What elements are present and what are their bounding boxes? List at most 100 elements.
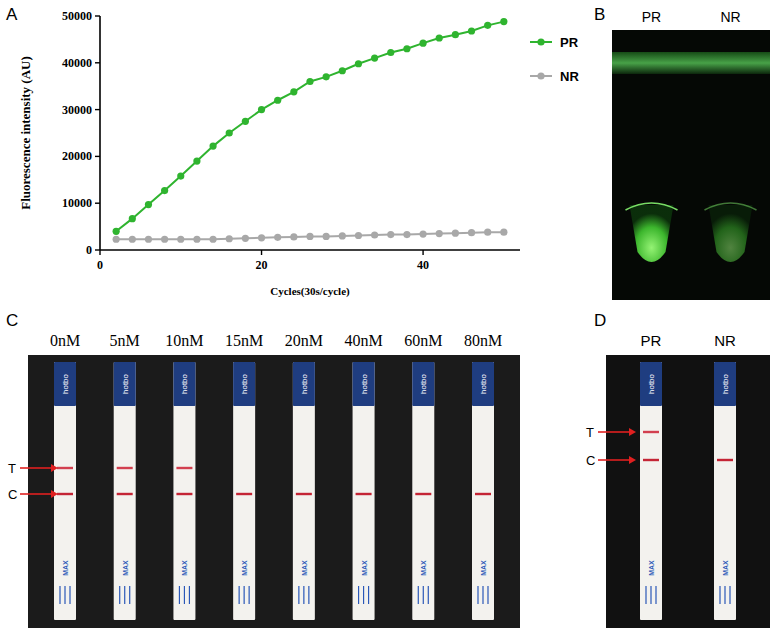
strip-max: MAX: [301, 560, 308, 576]
y-tick: [95, 15, 100, 16]
strip-arrow: [482, 586, 483, 604]
strip-arrow: [363, 586, 364, 604]
strip-cap: [472, 362, 494, 406]
strip-cap: [173, 362, 195, 406]
y-axis-title: Fluorescence intensity (AU): [18, 56, 33, 210]
series-marker: [242, 235, 249, 242]
series-marker: [452, 31, 459, 38]
x-tick: [422, 250, 423, 255]
strip-cap: [114, 362, 136, 406]
strip-body: [54, 362, 76, 620]
series-marker: [161, 187, 168, 194]
strip-arrow: [719, 586, 720, 604]
series-marker: [258, 234, 265, 241]
panel-letter: C: [6, 311, 18, 330]
series-marker: [193, 157, 200, 164]
strip-cap: [54, 362, 76, 406]
x-tick-label: 0: [97, 258, 103, 272]
c-line: [643, 459, 659, 461]
panel-a: 0100002000030000400005000002040Cycles(30…: [18, 9, 579, 298]
t-label: T: [586, 425, 594, 440]
t-label: T: [8, 461, 16, 476]
strip-brand: hotbo: [479, 373, 488, 394]
series-marker: [113, 236, 120, 243]
series-marker: [177, 236, 184, 243]
strip-body: [640, 362, 662, 620]
t-line: [117, 467, 133, 469]
pointer-arrowhead: [51, 490, 58, 498]
series-marker: [226, 129, 233, 136]
strip-arrow: [423, 586, 424, 604]
strip-brand: hotbo: [240, 373, 249, 394]
strip-body: [714, 362, 736, 620]
strip-label: 5nM: [110, 332, 140, 349]
panel-b: PRNR: [612, 9, 770, 300]
strip-label: 80nM: [464, 332, 502, 349]
y-axis: [99, 16, 101, 250]
series-marker: [209, 143, 216, 150]
strip-arrow: [650, 586, 651, 604]
strip-arrow: [184, 586, 185, 604]
strip-brand: hotbo: [721, 373, 730, 394]
panel-letter: B: [594, 5, 605, 24]
y-tick-label: 10000: [62, 196, 92, 210]
strip-max: MAX: [181, 560, 188, 576]
c-line: [475, 493, 491, 495]
series-marker: [290, 88, 297, 95]
series-marker: [436, 34, 443, 41]
tube-rim: [705, 203, 757, 210]
series-marker: [323, 73, 330, 80]
strip-brand: hotbo: [180, 373, 189, 394]
strip-label: 60nM: [404, 332, 442, 349]
series-marker: [355, 60, 362, 67]
series-line: [116, 22, 504, 232]
strip-label: 15nM: [225, 332, 263, 349]
strip-label: 20nM: [285, 332, 323, 349]
x-tick-label: 20: [256, 258, 268, 272]
strip-body: [472, 362, 494, 620]
c-label: C: [8, 487, 17, 502]
series-marker: [242, 118, 249, 125]
strip-brand: hotbo: [300, 373, 309, 394]
series-marker: [113, 228, 120, 235]
pointer-arrowhead: [629, 428, 636, 436]
tube-rack-glow: [612, 52, 770, 74]
series-marker: [177, 172, 184, 179]
series-marker: [500, 229, 507, 236]
tube-rim: [626, 203, 678, 210]
series-marker: [436, 230, 443, 237]
y-tick: [95, 156, 100, 157]
series-marker: [209, 236, 216, 243]
pointer-arrowhead: [629, 456, 636, 464]
t-line: [57, 467, 73, 469]
y-tick-label: 20000: [62, 149, 92, 163]
strip-brand: hotbo: [360, 373, 369, 394]
strip-arrow: [645, 586, 646, 604]
strip-body: [412, 362, 434, 620]
strip-body: [353, 362, 375, 620]
x-tick: [99, 250, 100, 255]
x-axis-title: Cycles(30s/cycle): [270, 285, 350, 298]
series-marker: [339, 232, 346, 239]
strip-arrow: [119, 586, 120, 604]
photo-background: [606, 355, 770, 628]
figure: ABCD0100002000030000400005000002040Cycle…: [0, 0, 777, 634]
panel-d: PRhotboMAXNRhotboMAXTC: [586, 332, 770, 628]
strip-arrow: [244, 586, 245, 604]
panel-letter: D: [594, 311, 606, 330]
strip-body: [173, 362, 195, 620]
series-marker: [387, 231, 394, 238]
strip-arrow: [239, 586, 240, 604]
y-tick: [95, 62, 100, 63]
strip-body: [293, 362, 315, 620]
strip-arrow: [129, 586, 130, 604]
strip-arrow: [477, 586, 478, 604]
strip-max: MAX: [480, 560, 487, 576]
x-axis: [100, 249, 520, 251]
series-marker: [371, 55, 378, 62]
strip-arrow: [64, 586, 65, 604]
tube-glow: [630, 205, 674, 262]
plot-area: [113, 18, 508, 243]
strip-label: 10nM: [165, 332, 203, 349]
strip-arrow: [428, 586, 429, 604]
